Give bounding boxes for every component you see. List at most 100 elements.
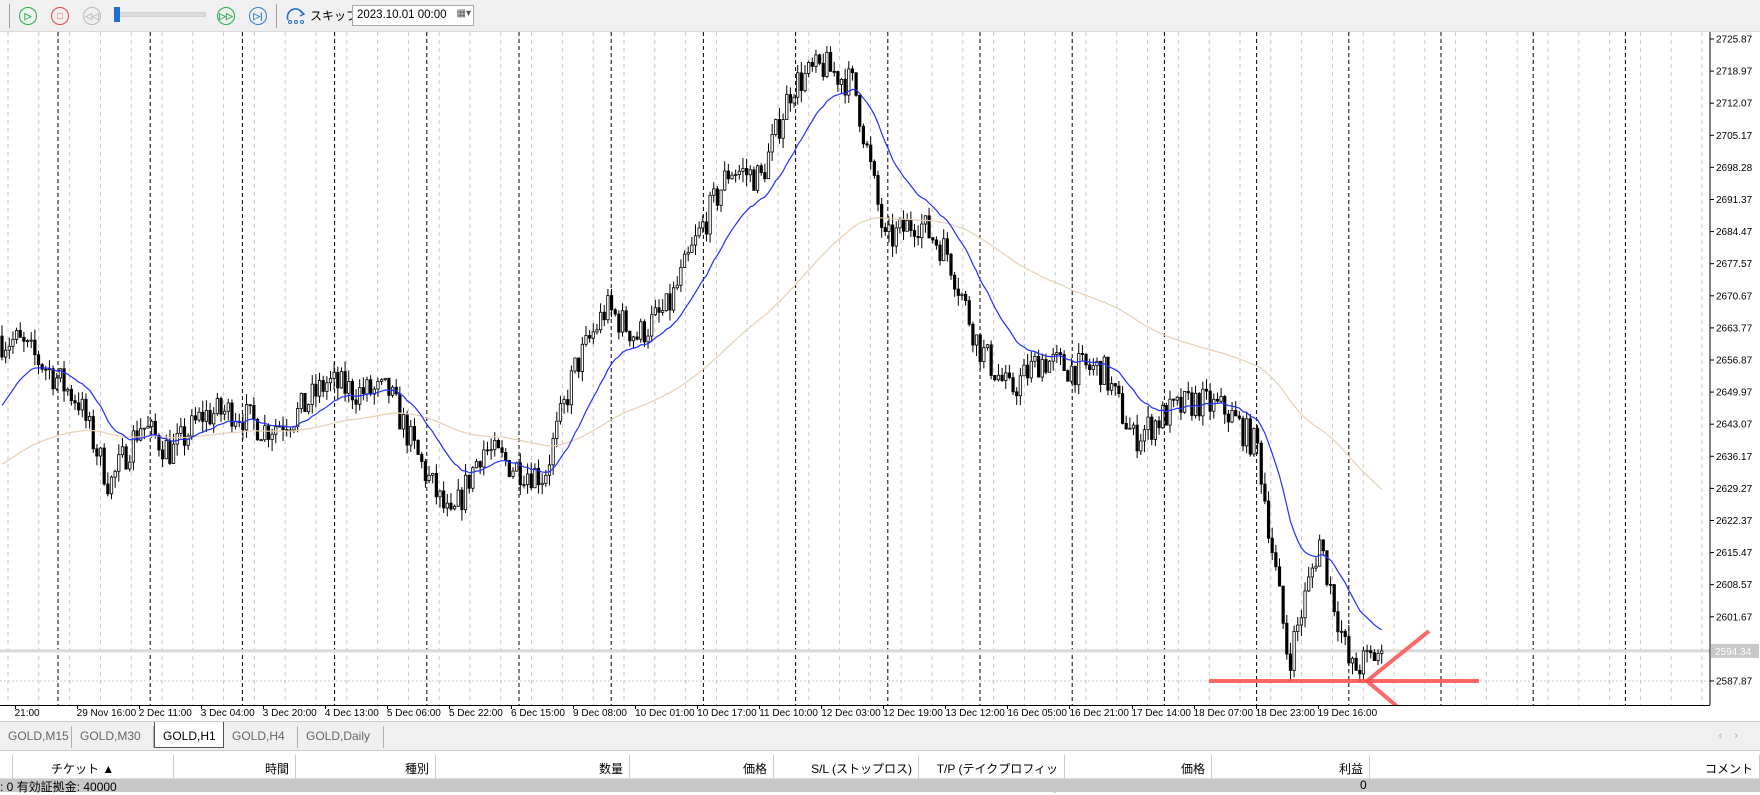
candle-body (931, 237, 935, 241)
skip-button[interactable]: スキップ (285, 7, 358, 24)
candle-body (876, 175, 880, 205)
column-header[interactable]: S/L (ストップロス) (774, 755, 919, 779)
candle-body (4, 349, 8, 358)
time-tick-label: 2 Dec 11:00 (138, 705, 192, 719)
candle-body (504, 452, 508, 461)
candle-body (230, 402, 234, 427)
candle-body (1266, 500, 1271, 539)
candle-body (1347, 636, 1351, 664)
column-header[interactable]: 時間 (174, 755, 296, 779)
step-forward-button[interactable]: ▷| (249, 7, 267, 25)
play-button[interactable]: ▷ (19, 7, 37, 25)
candle-body (901, 218, 906, 232)
fast-forward-button[interactable]: ▷▷ (217, 7, 235, 25)
candle-body (657, 307, 661, 313)
candle-body (737, 170, 741, 175)
candle-body (1252, 428, 1256, 455)
candle-body (606, 295, 610, 321)
column-header[interactable]: 価格 (1065, 755, 1212, 779)
candle-body (620, 310, 625, 333)
candle-body (974, 334, 979, 346)
candle-body (482, 449, 486, 468)
candle-body (675, 284, 679, 289)
tab-gold-daily[interactable]: GOLD,Daily (298, 726, 384, 748)
candle-body (1146, 416, 1150, 431)
candle-body (120, 446, 125, 456)
column-header[interactable]: 数量 (436, 755, 630, 779)
stop-button[interactable]: □ (51, 7, 69, 25)
candle-body (777, 118, 782, 139)
tab-gold-h1[interactable]: GOLD,H1 (154, 722, 224, 748)
progress-slider-handle[interactable] (113, 7, 120, 22)
rewind-button[interactable]: ◁◁ (83, 7, 101, 25)
candle-body (58, 368, 63, 379)
candle-body (1310, 567, 1314, 578)
candle-body (536, 467, 541, 486)
column-header[interactable]: 利益 (1212, 755, 1370, 779)
column-header[interactable]: チケット ▲ (0, 755, 174, 779)
tab-gold-m15[interactable]: GOLD,M15 (0, 726, 72, 748)
candle-body (328, 377, 333, 384)
progress-slider-track[interactable] (114, 12, 206, 17)
candle-body (909, 220, 913, 231)
candle-body (1208, 390, 1212, 412)
column-header[interactable]: 種別 (296, 755, 436, 779)
candle-body (595, 329, 599, 333)
price-tick-label: 2601.67 (1716, 612, 1753, 623)
price-chart[interactable]: 2725.87 2718.97 2712.07 2705.17 2698.28 2691.… (0, 32, 1760, 705)
candle-body (420, 454, 424, 462)
column-header[interactable]: T/P (テイクプロフィット) (919, 755, 1065, 793)
candle-body (153, 420, 157, 436)
candle-body (891, 224, 895, 247)
column-header[interactable]: 価格 (630, 755, 774, 779)
candle-body (755, 165, 760, 191)
candle-body (588, 335, 592, 339)
tab-gold-m30[interactable]: GOLD,M30 (72, 726, 154, 748)
date-input[interactable]: 2023.10.01 00:00 ▦▾ (352, 5, 474, 26)
candle-body (953, 274, 957, 290)
candle-body (518, 462, 522, 486)
candle-body (135, 430, 139, 441)
candle-body (792, 96, 796, 104)
candle-body (1303, 590, 1307, 619)
price-tick-label: 2677.57 (1716, 259, 1753, 270)
step-forward-icon: ▷| (253, 10, 263, 21)
skip-icon (286, 7, 306, 24)
candle-body (1106, 356, 1110, 391)
arrow-annotation-icon[interactable] (1363, 629, 1457, 705)
candle-body (934, 239, 939, 246)
candle-body (989, 344, 993, 376)
candle-body (964, 293, 968, 301)
candle-body (814, 54, 818, 67)
candle-body (106, 483, 110, 495)
candle-body (157, 435, 161, 451)
calendar-dropdown-icon[interactable]: ▦▾ (456, 8, 471, 19)
candle-body (91, 416, 95, 450)
candle-body (1281, 585, 1285, 624)
candle-body (894, 227, 898, 247)
candle-body (325, 382, 329, 392)
candle-body (770, 134, 774, 153)
candle-body (131, 430, 135, 463)
candle-body (938, 244, 942, 262)
candle-body (956, 288, 960, 296)
candle-body (752, 169, 756, 191)
candle-body (139, 428, 143, 441)
candle-body (376, 381, 380, 390)
candle-body (617, 313, 621, 333)
tab-scroll-arrows[interactable]: ‹› (1718, 730, 1750, 742)
price-tick-label: 2705.17 (1716, 131, 1753, 142)
candles (0, 46, 1384, 683)
column-header[interactable]: コメント (1370, 755, 1760, 779)
candle-body (1285, 622, 1289, 655)
tab-gold-h4[interactable]: GOLD,H4 (224, 726, 298, 748)
candle-body (719, 189, 723, 206)
time-tick-label: 29 Nov 16:00 (76, 705, 137, 719)
candle-body (1073, 365, 1077, 386)
candle-body (1120, 393, 1125, 424)
candle-body (522, 484, 526, 486)
candle-body (1128, 427, 1132, 430)
candle-body (1237, 415, 1241, 419)
candle-body (1168, 398, 1172, 426)
candle-body (1051, 354, 1055, 362)
